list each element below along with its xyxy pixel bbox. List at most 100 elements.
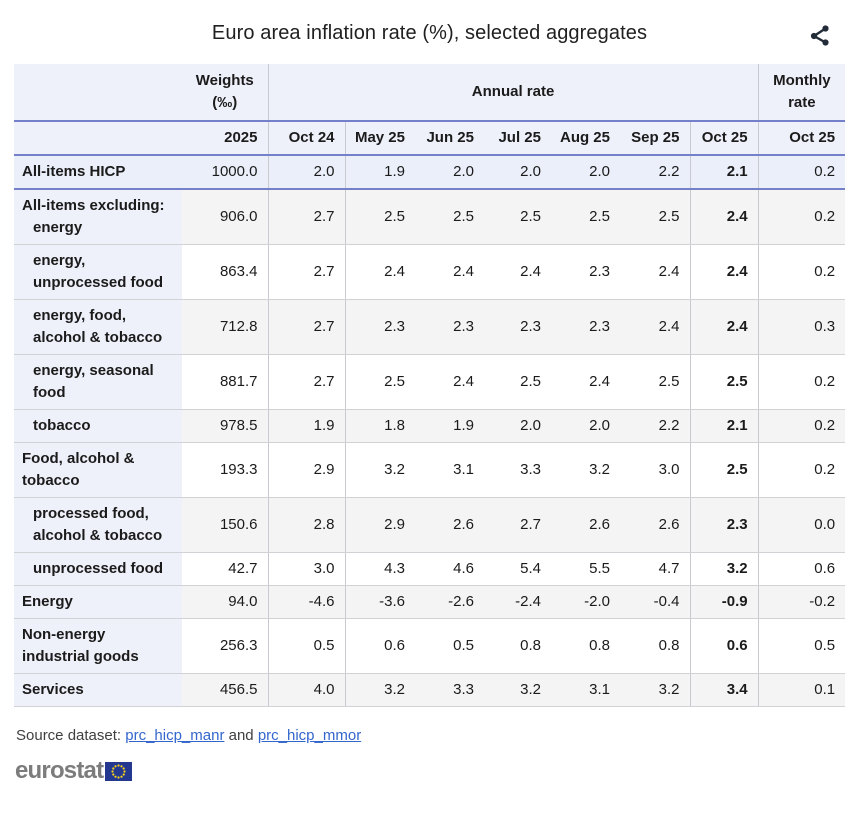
row-label-line: Services bbox=[22, 681, 84, 698]
source-conjunction: and bbox=[224, 727, 258, 744]
weight-cell: 1000.0 bbox=[182, 155, 269, 190]
weight-cell: 42.7 bbox=[182, 552, 269, 586]
monthly-rate-cell: -0.2 bbox=[758, 585, 846, 619]
annual-rate-cell: 2.9 bbox=[345, 497, 415, 553]
table-row: unprocessed food 42.7 3.0 4.3 4.6 5.4 5.5 4.7 3.… bbox=[14, 552, 846, 586]
table-row: processed food, alcohol & tobacco 150.6 2.8… bbox=[14, 497, 846, 553]
annual-rate-cell: 2.6 bbox=[551, 497, 620, 553]
annual-rate-cell: 2.4 bbox=[484, 244, 551, 300]
month-header: Aug 25 bbox=[551, 121, 620, 156]
row-label-line: alcohol & tobacco bbox=[33, 329, 163, 346]
weight-cell: 94.0 bbox=[182, 585, 269, 619]
monthly-rate-cell: 0.1 bbox=[758, 673, 846, 707]
annual-rate-cell: 0.5 bbox=[415, 618, 484, 674]
inflation-table: Weights (‰) Annual rate Monthly rate 202… bbox=[14, 64, 846, 707]
weight-cell: 863.4 bbox=[182, 244, 269, 300]
dataset-link-prc-hicp-mmor[interactable]: prc_hicp_mmor bbox=[257, 727, 362, 744]
dataset-link-prc-hicp-manr[interactable]: prc_hicp_manr bbox=[125, 727, 225, 744]
monthly-rate-cell: 0.3 bbox=[758, 299, 846, 355]
annual-rate-cell: 4.7 bbox=[620, 552, 691, 586]
row-label: Food, alcohol & tobacco bbox=[14, 442, 182, 498]
table-row: Energy 94.0 -4.6 -3.6 -2.6 -2.4 -2.0 -0.4 -0.9 -0… bbox=[14, 585, 846, 619]
row-label-line: processed food, bbox=[33, 505, 149, 522]
source-label: Source dataset: bbox=[16, 727, 126, 744]
annual-rate-cell: 2.5 bbox=[690, 442, 759, 498]
annual-rate-cell: -2.0 bbox=[551, 585, 620, 619]
row-label: All-items HICP bbox=[14, 155, 182, 190]
annual-rate-cell: 2.5 bbox=[484, 189, 551, 245]
annual-rate-cell: 2.4 bbox=[415, 354, 484, 410]
weight-cell: 193.3 bbox=[182, 442, 269, 498]
annual-rate-cell: 3.2 bbox=[620, 673, 691, 707]
month-header: Jun 25 bbox=[415, 121, 484, 156]
annual-rate-cell: -3.6 bbox=[345, 585, 415, 619]
annual-rate-cell: 2.3 bbox=[415, 299, 484, 355]
annual-rate-cell: 3.1 bbox=[415, 442, 484, 498]
row-label: unprocessed food bbox=[14, 552, 182, 586]
row-label: energy, unprocessed food bbox=[14, 244, 182, 300]
share-button[interactable] bbox=[806, 21, 834, 49]
eurostat-logo-text: eurostat bbox=[15, 757, 104, 784]
row-label-line: alcohol & tobacco bbox=[33, 527, 163, 544]
row-label-line: energy, bbox=[33, 252, 86, 269]
table-row: Services 456.5 4.0 3.2 3.3 3.2 3.1 3.2 3.4 0.1 bbox=[14, 673, 846, 707]
source-line: Source dataset: prc_hicp_manr and prc_hi… bbox=[16, 727, 859, 744]
monthly-rate-cell: 0.5 bbox=[758, 618, 846, 674]
row-label: energy, food, alcohol & tobacco bbox=[14, 299, 182, 355]
annual-rate-cell: 5.4 bbox=[484, 552, 551, 586]
row-label: tobacco bbox=[14, 409, 182, 443]
weight-cell: 456.5 bbox=[182, 673, 269, 707]
weight-cell: 256.3 bbox=[182, 618, 269, 674]
weights-header: Weights (‰) bbox=[182, 64, 269, 122]
empty-corner-cell bbox=[14, 121, 182, 156]
row-label: Energy bbox=[14, 585, 182, 619]
annual-rate-cell: 2.9 bbox=[268, 442, 346, 498]
annual-rate-cell: 2.6 bbox=[620, 497, 691, 553]
monthly-rate-cell: 0.2 bbox=[758, 189, 846, 245]
annual-rate-cell: -0.4 bbox=[620, 585, 691, 619]
weight-cell: 906.0 bbox=[182, 189, 269, 245]
annual-rate-cell: 2.2 bbox=[620, 409, 691, 443]
eurostat-inflation-widget: Euro area inflation rate (%), selected a… bbox=[14, 21, 859, 783]
annual-rate-cell: 4.6 bbox=[415, 552, 484, 586]
annual-rate-cell: 2.3 bbox=[484, 299, 551, 355]
annual-rate-cell: 3.0 bbox=[268, 552, 346, 586]
monthly-rate-cell: 0.2 bbox=[758, 442, 846, 498]
annual-rate-cell: 0.5 bbox=[268, 618, 346, 674]
annual-rate-cell: 2.7 bbox=[484, 497, 551, 553]
weights-header-line1: Weights bbox=[195, 72, 254, 89]
annual-rate-cell: 2.5 bbox=[345, 354, 415, 410]
row-label-line: tobacco bbox=[33, 417, 91, 434]
annual-rate-cell: 0.8 bbox=[484, 618, 551, 674]
annual-rate-cell: 2.0 bbox=[484, 155, 551, 190]
annual-rate-cell: 2.5 bbox=[620, 189, 691, 245]
annual-rate-cell: 2.1 bbox=[690, 409, 759, 443]
row-label: Services bbox=[14, 673, 182, 707]
annual-rate-header: Annual rate bbox=[268, 64, 759, 122]
table-row: energy, food, alcohol & tobacco 712.8 2.7 2.… bbox=[14, 299, 846, 355]
annual-rate-cell: 3.2 bbox=[345, 673, 415, 707]
monthly-rate-cell: 0.6 bbox=[758, 552, 846, 586]
weights-year-header: 2025 bbox=[182, 121, 269, 156]
annual-rate-cell: 2.7 bbox=[268, 189, 346, 245]
monthly-rate-cell: 0.2 bbox=[758, 155, 846, 190]
weight-cell: 150.6 bbox=[182, 497, 269, 553]
annual-rate-cell: 2.5 bbox=[484, 354, 551, 410]
annual-rate-cell: 2.8 bbox=[268, 497, 346, 553]
eurostat-logo: eurostat bbox=[15, 759, 859, 783]
monthly-rate-cell: 0.2 bbox=[758, 244, 846, 300]
group-header-row: Weights (‰) Annual rate Monthly rate bbox=[14, 64, 846, 122]
monthly-rate-cell: 0.0 bbox=[758, 497, 846, 553]
annual-rate-cell: 2.0 bbox=[415, 155, 484, 190]
month-header: May 25 bbox=[345, 121, 415, 156]
annual-rate-cell: 1.9 bbox=[345, 155, 415, 190]
row-label-line: unprocessed food bbox=[33, 274, 164, 291]
row-label: Non-energy industrial goods bbox=[14, 618, 182, 674]
annual-rate-cell: 2.1 bbox=[690, 155, 759, 190]
annual-rate-cell: 2.4 bbox=[620, 299, 691, 355]
annual-rate-cell: 2.3 bbox=[345, 299, 415, 355]
annual-rate-cell: 0.8 bbox=[551, 618, 620, 674]
annual-rate-cell: 2.4 bbox=[690, 244, 759, 300]
annual-rate-cell: 2.5 bbox=[415, 189, 484, 245]
annual-rate-cell: 2.7 bbox=[268, 354, 346, 410]
